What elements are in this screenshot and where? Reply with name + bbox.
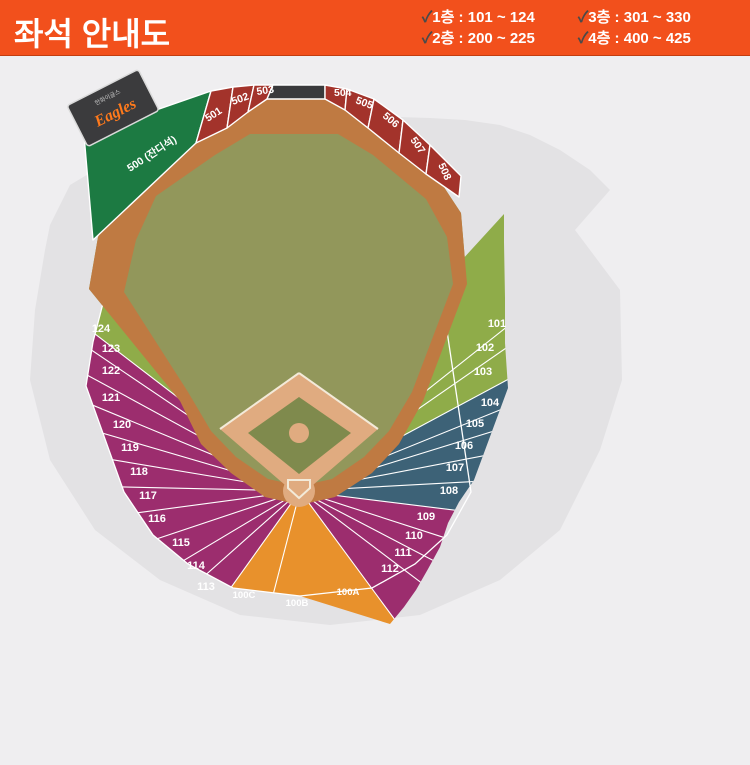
svg-text:122: 122 xyxy=(102,365,120,377)
svg-text:103: 103 xyxy=(474,366,492,378)
svg-text:113: 113 xyxy=(197,581,215,593)
svg-text:503: 503 xyxy=(256,84,275,98)
svg-text:106: 106 xyxy=(455,440,473,452)
svg-text:104: 104 xyxy=(481,397,500,409)
svg-text:117: 117 xyxy=(139,490,157,502)
svg-text:115: 115 xyxy=(172,537,190,549)
svg-text:107: 107 xyxy=(446,462,464,474)
svg-text:102: 102 xyxy=(476,342,494,354)
svg-text:504: 504 xyxy=(334,87,352,99)
svg-text:119: 119 xyxy=(121,442,139,454)
svg-text:112: 112 xyxy=(381,563,399,575)
svg-text:101: 101 xyxy=(488,318,506,330)
svg-text:123: 123 xyxy=(102,343,120,355)
svg-text:100A: 100A xyxy=(337,587,360,598)
svg-text:100C: 100C xyxy=(233,590,256,601)
svg-text:121: 121 xyxy=(102,392,120,404)
svg-text:118: 118 xyxy=(130,466,148,478)
svg-text:110: 110 xyxy=(405,530,423,542)
svg-text:108: 108 xyxy=(440,485,458,497)
svg-text:109: 109 xyxy=(417,511,435,523)
svg-text:114: 114 xyxy=(187,560,206,572)
svg-text:100B: 100B xyxy=(286,598,309,609)
svg-text:105: 105 xyxy=(466,418,484,430)
svg-text:120: 120 xyxy=(113,419,131,431)
svg-text:124: 124 xyxy=(92,323,111,335)
svg-text:116: 116 xyxy=(148,513,166,525)
svg-text:111: 111 xyxy=(394,547,411,559)
